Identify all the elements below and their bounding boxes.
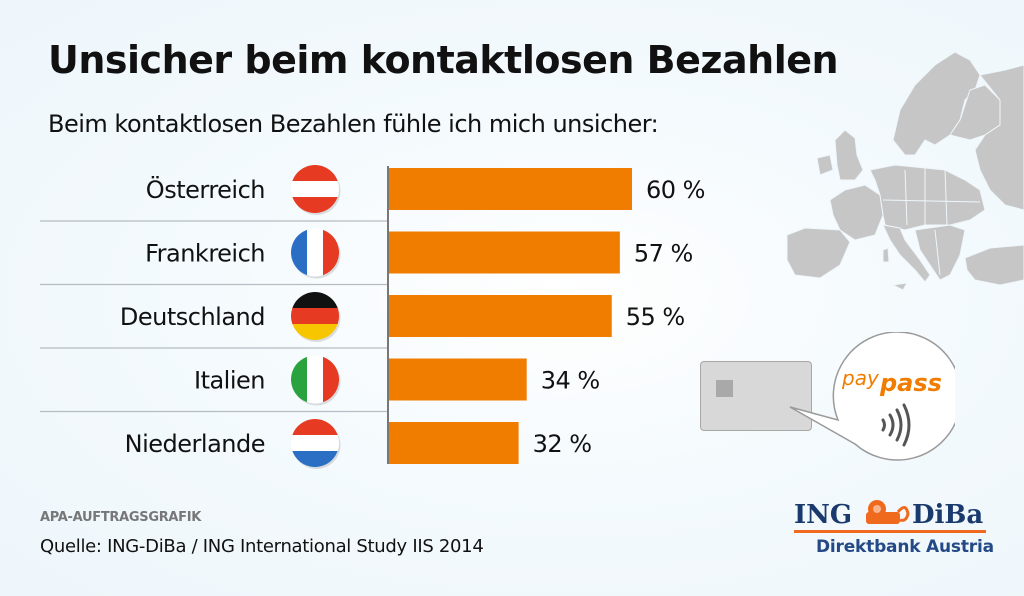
paypass-pass-text: pass	[879, 369, 942, 397]
flag-stripe	[291, 181, 339, 198]
paypass-pay-text: pay	[841, 366, 880, 390]
bar	[389, 168, 632, 210]
value-label: 57 %	[634, 240, 693, 268]
contactless-icon	[881, 403, 911, 447]
lion-icon	[866, 500, 910, 524]
chart-subtitle: Beim kontaktlosen Bezahlen fühle ich mic…	[48, 110, 659, 138]
flag-stripe	[291, 292, 339, 309]
flag-stripe	[291, 355, 308, 404]
flag-stripe	[323, 355, 339, 404]
austria-flag-icon	[291, 165, 339, 213]
credit-label: APA-AUFTRAGSGRAFIK	[40, 510, 202, 525]
italy-flag-icon	[291, 355, 339, 404]
flag-stripe	[291, 419, 339, 436]
category-label: Niederlande	[125, 430, 265, 458]
logo-diba-text: DiBa	[912, 500, 983, 530]
logo-underline	[794, 530, 986, 533]
bubble-shape	[789, 332, 955, 461]
category-label: Frankreich	[145, 240, 265, 268]
flag-stripe	[291, 165, 339, 182]
europe-map-icon	[786, 51, 1024, 291]
bar	[389, 231, 620, 274]
flag-stripe	[291, 228, 308, 277]
ing-diba-logo: ING DiBa	[794, 500, 986, 533]
chart-title: Unsicher beim kontaktlosen Bezahlen	[48, 38, 839, 82]
france-flag-icon	[291, 228, 339, 277]
flag-stripe	[307, 228, 324, 277]
flag-stripe	[291, 308, 339, 325]
card-chip-icon	[716, 380, 733, 397]
flag-stripe	[291, 451, 339, 467]
bar	[389, 295, 612, 337]
category-label: Österreich	[146, 175, 265, 204]
bar	[389, 358, 527, 401]
paypass-speech-bubble: pay pass	[789, 332, 955, 461]
flag-stripe	[291, 324, 339, 340]
source-note: Quelle: ING-DiBa / ING International Stu…	[40, 536, 484, 557]
bar	[389, 422, 519, 464]
value-label: 32 %	[533, 430, 592, 458]
logo-tagline: Direktbank Austria	[816, 537, 994, 557]
netherlands-flag-icon	[291, 419, 339, 467]
value-label: 34 %	[541, 367, 600, 395]
category-label: Deutschland	[120, 303, 265, 331]
value-label: 55 %	[626, 303, 685, 331]
logo-ing-text: ING	[794, 500, 852, 530]
category-label: Italien	[194, 367, 265, 395]
germany-flag-icon	[291, 292, 339, 340]
value-label: 60 %	[646, 176, 705, 204]
flag-stripe	[323, 228, 339, 277]
flag-stripe	[291, 435, 339, 452]
flag-stripe	[291, 197, 339, 213]
flag-stripe	[307, 355, 324, 404]
